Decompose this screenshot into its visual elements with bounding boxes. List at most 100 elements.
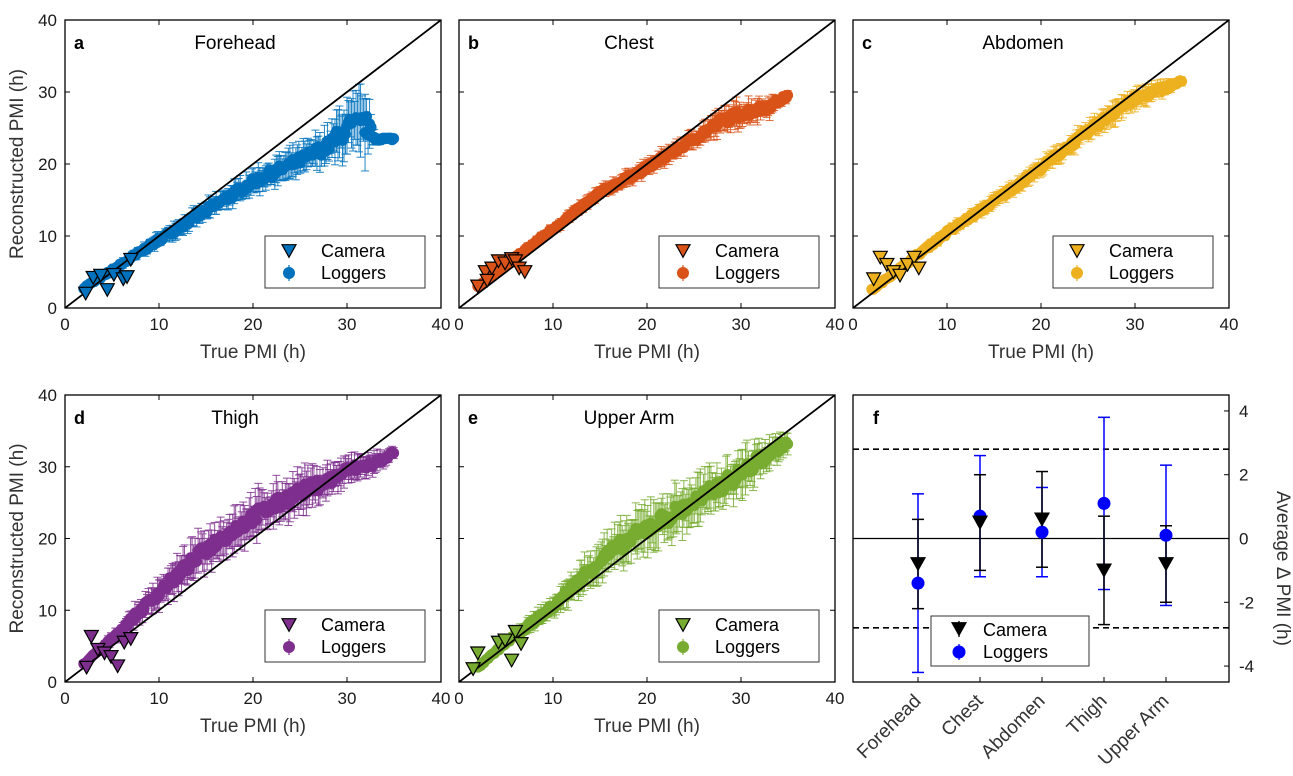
data-layer xyxy=(65,20,441,308)
x-axis-label: True PMI (h) xyxy=(200,342,306,363)
legend-camera-label: Camera xyxy=(1109,241,1174,261)
legend-logger-marker xyxy=(283,267,295,279)
x-axis-label: True PMI (h) xyxy=(200,716,306,737)
legend-loggers-label: Loggers xyxy=(321,637,386,657)
camera-point xyxy=(483,261,500,276)
camera-point xyxy=(479,273,496,289)
legend-camera-label: Camera xyxy=(715,241,780,261)
data-layer xyxy=(459,395,835,682)
camera-point xyxy=(92,268,109,284)
x-axis-label: True PMI (h) xyxy=(594,342,700,363)
logger-point xyxy=(365,121,377,133)
x-tick-label: 40 xyxy=(432,689,451,708)
y-tick-label: 10 xyxy=(38,227,57,246)
logger-point xyxy=(782,438,794,450)
data-layer xyxy=(65,395,441,682)
camera-point xyxy=(122,252,139,268)
x-tick-label: 0 xyxy=(454,689,463,708)
camera-point xyxy=(109,659,126,674)
x-tick-label: 0 xyxy=(848,315,857,334)
camera-series xyxy=(77,252,139,302)
data-layer xyxy=(459,20,835,308)
identity-line xyxy=(459,395,835,682)
panel-letter: c xyxy=(862,33,872,53)
legend-camera-label: Camera xyxy=(321,615,386,635)
camera-series xyxy=(78,629,139,676)
panel-letter: b xyxy=(468,33,479,53)
y-tick-label: 0 xyxy=(1239,530,1248,549)
panel-d: 0 10 20 30 40 0 10 20 30 40 True PMI (h) Reconstruc… xyxy=(7,386,450,737)
x-tick-label: 10 xyxy=(938,315,957,334)
camera-point xyxy=(878,257,895,273)
x-tick-label: 40 xyxy=(826,689,845,708)
x-tick-label: 20 xyxy=(244,315,263,334)
camera-point xyxy=(1157,557,1175,572)
x-tick-label: 0 xyxy=(454,315,463,334)
logger-point xyxy=(1035,525,1049,539)
logger-point xyxy=(1176,75,1188,87)
x-tick-label: 10 xyxy=(544,315,563,334)
panel-c: 0 10 20 30 40 True PMI (h) c Abdomen CameraLogge… xyxy=(848,19,1238,363)
data-layer xyxy=(853,416,1229,674)
x-tick-label: 0 xyxy=(60,315,69,334)
camera-point xyxy=(469,646,486,661)
y-tick-label: 4 xyxy=(1239,402,1248,421)
legend-loggers-label: Loggers xyxy=(321,263,386,283)
camera-point xyxy=(122,632,139,647)
camera-point xyxy=(507,254,524,269)
camera-point xyxy=(516,265,533,280)
category-label: Forehead xyxy=(853,691,925,763)
camera-point xyxy=(507,624,524,640)
camera-point xyxy=(910,261,927,276)
panel-letter: d xyxy=(74,408,85,428)
x-tick-label: 30 xyxy=(338,315,357,334)
x-tick-label: 20 xyxy=(1032,315,1051,334)
camera-point xyxy=(513,637,530,652)
camera-point xyxy=(865,272,882,287)
camera-point xyxy=(83,629,100,645)
x-tick-label: 20 xyxy=(638,689,657,708)
legend-loggers-label: Loggers xyxy=(715,637,780,657)
legend-camera-marker xyxy=(280,618,298,633)
y-axis-label: Reconstructed PMI (h) xyxy=(7,69,28,259)
logger-point xyxy=(1159,528,1173,542)
identity-line xyxy=(459,20,835,308)
camera-point xyxy=(1095,563,1113,578)
legend-camera-marker xyxy=(674,244,692,259)
y-tick-label: 30 xyxy=(38,83,57,102)
x-tick-label: 30 xyxy=(1126,315,1145,334)
x-axis-label: True PMI (h) xyxy=(594,716,700,737)
y-tick-label: 20 xyxy=(38,155,57,174)
legend-camera-label: Camera xyxy=(983,620,1048,640)
legend-logger-marker xyxy=(677,641,689,653)
y-tick-label: 20 xyxy=(38,530,57,549)
camera-point xyxy=(465,662,482,677)
legend-logger-marker xyxy=(283,641,295,653)
panel-title: Abdomen xyxy=(982,33,1063,54)
x-tick-label: 10 xyxy=(150,689,169,708)
camera-point xyxy=(99,283,116,298)
y-tick-label: -4 xyxy=(1239,657,1254,676)
x-tick-label: 30 xyxy=(338,689,357,708)
y-axis-label: Average Δ PMI (h) xyxy=(1272,491,1293,646)
y-tick-label: 10 xyxy=(38,601,57,620)
category-label: Chest xyxy=(938,690,988,740)
logger-point xyxy=(388,132,400,144)
legend-logger-marker xyxy=(1071,267,1083,279)
panel-letter: a xyxy=(74,33,85,53)
x-tick-label: 10 xyxy=(544,689,563,708)
camera-point xyxy=(103,649,120,665)
x-tick-label: 30 xyxy=(732,315,751,334)
x-tick-label: 30 xyxy=(732,689,751,708)
x-tick-label: 20 xyxy=(638,315,657,334)
camera-point xyxy=(78,660,95,676)
panel-title: Forehead xyxy=(194,33,275,54)
legend-camera-label: Camera xyxy=(321,241,386,261)
camera-point xyxy=(119,270,136,285)
panel-a: 0 10 20 30 40 0 10 20 30 40 True PMI (h) Reconstruc… xyxy=(7,11,450,363)
y-tick-label: 0 xyxy=(48,673,57,692)
legend-camera-marker xyxy=(1068,244,1086,259)
logger-point xyxy=(782,89,794,101)
